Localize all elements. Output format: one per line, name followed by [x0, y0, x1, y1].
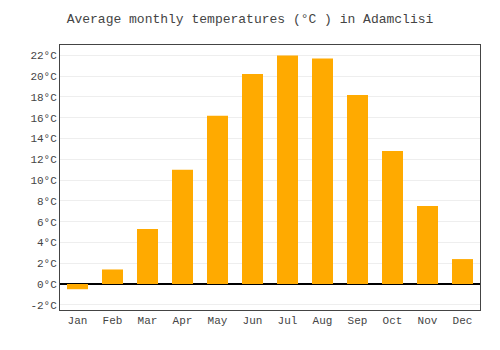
svg-text:Sep: Sep [348, 315, 368, 327]
svg-text:Mar: Mar [138, 315, 158, 327]
svg-text:Average monthly temperatures (: Average monthly temperatures (°C ) in Ad… [67, 12, 434, 27]
svg-text:-2°C: -2°C [30, 300, 57, 312]
svg-text:Oct: Oct [383, 315, 403, 327]
svg-text:8°C: 8°C [37, 196, 57, 208]
svg-text:Apr: Apr [173, 315, 193, 327]
svg-text:6°C: 6°C [37, 217, 57, 229]
svg-text:Nov: Nov [418, 315, 438, 327]
svg-text:Dec: Dec [453, 315, 473, 327]
svg-text:10°C: 10°C [30, 175, 57, 187]
svg-text:14°C: 14°C [30, 133, 57, 145]
svg-text:May: May [208, 315, 228, 327]
svg-text:16°C: 16°C [30, 113, 57, 125]
svg-text:Jun: Jun [243, 315, 263, 327]
svg-text:22°C: 22°C [30, 50, 57, 62]
svg-text:2°C: 2°C [37, 258, 57, 270]
svg-text:Jul: Jul [278, 315, 298, 327]
svg-text:18°C: 18°C [30, 92, 57, 104]
svg-text:0°C: 0°C [37, 279, 57, 291]
svg-text:Jan: Jan [68, 315, 88, 327]
svg-text:Aug: Aug [313, 315, 333, 327]
svg-text:Feb: Feb [103, 315, 123, 327]
svg-text:12°C: 12°C [30, 154, 57, 166]
svg-text:20°C: 20°C [30, 71, 57, 83]
svg-text:4°C: 4°C [37, 237, 57, 249]
